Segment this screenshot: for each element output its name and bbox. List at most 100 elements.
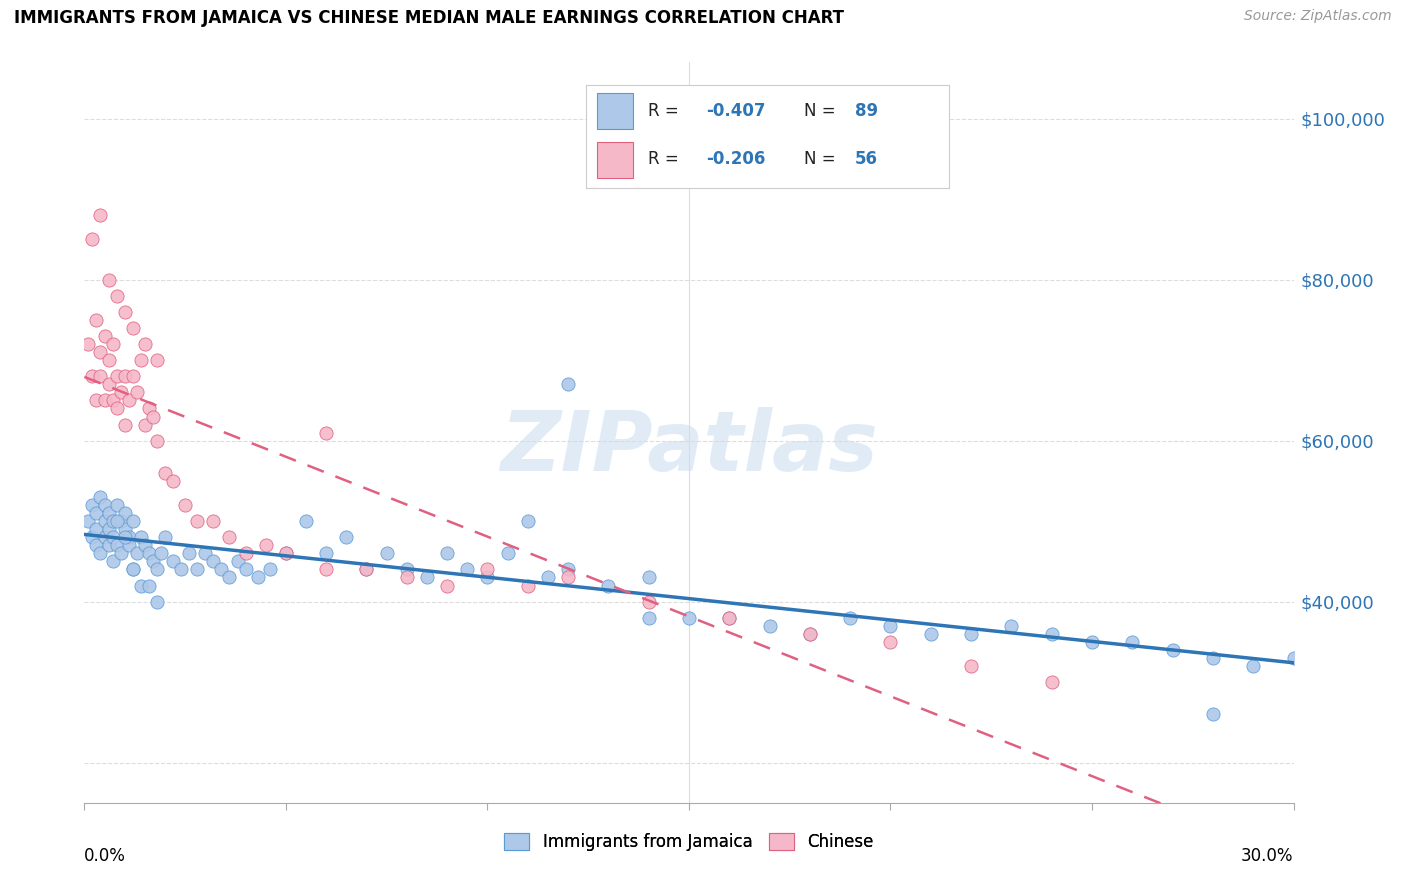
Point	[395, 570, 418, 584]
Point	[170, 562, 193, 576]
Point	[960, 659, 983, 673]
Point	[89, 490, 111, 504]
Point	[186, 514, 208, 528]
Point	[436, 546, 458, 560]
Point	[1202, 651, 1225, 665]
Point	[114, 369, 136, 384]
Point	[86, 393, 108, 408]
Point	[153, 530, 176, 544]
Point	[138, 546, 160, 560]
Point	[86, 522, 108, 536]
Point	[134, 417, 156, 432]
Point	[86, 313, 108, 327]
Point	[125, 385, 148, 400]
Point	[356, 562, 378, 576]
Point	[315, 425, 337, 440]
Point	[82, 369, 104, 384]
Point	[97, 538, 120, 552]
Text: ZIPatlas: ZIPatlas	[501, 407, 877, 488]
Point	[516, 578, 538, 592]
Point	[879, 635, 901, 649]
Point	[295, 514, 318, 528]
Point	[77, 514, 100, 528]
Point	[194, 546, 217, 560]
Text: Source: ZipAtlas.com: Source: ZipAtlas.com	[1244, 9, 1392, 23]
Text: 0.0%: 0.0%	[84, 847, 127, 865]
Point	[174, 498, 197, 512]
Point	[516, 514, 538, 528]
Point	[209, 562, 232, 576]
Point	[121, 562, 143, 576]
Point	[960, 627, 983, 641]
Point	[105, 289, 128, 303]
Point	[496, 546, 519, 560]
Point	[121, 369, 143, 384]
Point	[718, 610, 741, 624]
Point	[1121, 635, 1143, 649]
Point	[105, 369, 128, 384]
Point	[121, 321, 143, 335]
Point	[274, 546, 297, 560]
Point	[82, 530, 104, 544]
Point	[110, 514, 132, 528]
Text: 30.0%: 30.0%	[1241, 847, 1294, 865]
Point	[637, 594, 659, 608]
Point	[129, 530, 152, 544]
Point	[110, 385, 132, 400]
Point	[121, 514, 143, 528]
Point	[134, 538, 156, 552]
Point	[839, 610, 862, 624]
Point	[598, 578, 620, 592]
Point	[202, 514, 225, 528]
Point	[678, 610, 700, 624]
Point	[142, 409, 165, 424]
Point	[86, 506, 108, 520]
Point	[375, 546, 398, 560]
Point	[259, 562, 281, 576]
Point	[114, 506, 136, 520]
Point	[315, 562, 337, 576]
Point	[101, 393, 124, 408]
Point	[557, 570, 579, 584]
Point	[149, 546, 172, 560]
Point	[254, 538, 277, 552]
Point	[1202, 707, 1225, 722]
Point	[89, 208, 111, 222]
Point	[93, 393, 115, 408]
Point	[537, 570, 560, 584]
Point	[146, 434, 169, 448]
Point	[557, 562, 579, 576]
Point	[121, 562, 143, 576]
Point	[416, 570, 439, 584]
Point	[162, 474, 184, 488]
Point	[101, 554, 124, 568]
Point	[335, 530, 357, 544]
Point	[114, 522, 136, 536]
Point	[218, 530, 240, 544]
Point	[82, 498, 104, 512]
Point	[97, 506, 120, 520]
Point	[637, 610, 659, 624]
Point	[93, 530, 115, 544]
Point	[89, 546, 111, 560]
Point	[138, 401, 160, 416]
Point	[477, 570, 499, 584]
Point	[799, 627, 821, 641]
Point	[356, 562, 378, 576]
Point	[218, 570, 240, 584]
Point	[101, 514, 124, 528]
Point	[246, 570, 269, 584]
Point	[89, 369, 111, 384]
Point	[146, 562, 169, 576]
Point	[114, 417, 136, 432]
Point	[77, 337, 100, 351]
Point	[1161, 643, 1184, 657]
Point	[1241, 659, 1264, 673]
Point	[93, 498, 115, 512]
Point	[395, 562, 418, 576]
Point	[226, 554, 249, 568]
Point	[101, 530, 124, 544]
Point	[125, 546, 148, 560]
Point	[1040, 675, 1063, 690]
Point	[114, 305, 136, 319]
